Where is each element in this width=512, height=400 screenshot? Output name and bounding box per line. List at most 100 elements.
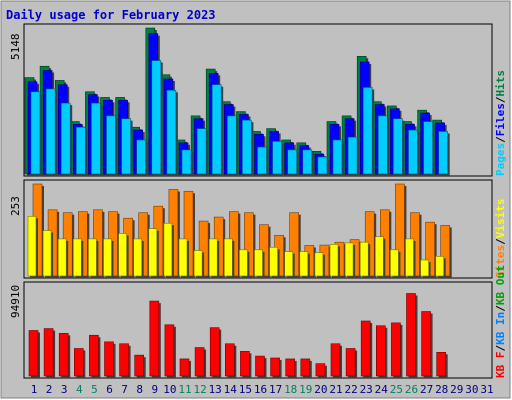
legend-entry-1-2: Visits	[494, 199, 507, 239]
bar-sites-visits-visits-day-25	[390, 249, 399, 277]
bar-kbytes-kbytes-day-7	[119, 343, 129, 377]
bar-hits-files-pages-pages-day-6	[106, 115, 116, 175]
bar-sites-visits-visits-day-5	[88, 238, 97, 277]
bar-hits-files-pages-pages-day-11	[181, 149, 192, 175]
x-tick-label-day-30: 30	[465, 383, 478, 396]
bar-kbytes-kbytes-day-10	[164, 324, 175, 377]
x-tick-label-day-21: 21	[329, 383, 342, 396]
bar-hits-files-pages-pages-day-10	[166, 90, 177, 175]
bar-sites-visits-visits-day-11	[178, 238, 188, 277]
x-tick-label-day-31: 31	[480, 383, 493, 396]
bar-sites-visits-visits-day-7	[118, 233, 127, 277]
bar-sites-visits-visits-day-15	[239, 249, 248, 277]
bar-sites-visits-visits-day-16	[254, 249, 263, 277]
x-tick-label-day-6: 6	[106, 383, 113, 396]
bar-sites-visits-visits-day-20	[314, 252, 324, 277]
bar-kbytes-kbytes-day-27	[421, 311, 431, 377]
bar-hits-files-pages-pages-day-13	[211, 84, 222, 175]
bar-hits-files-pages-pages-day-23	[362, 87, 373, 175]
bar-sites-visits-visits-day-1	[27, 216, 37, 277]
legend-entry-2-1: /	[494, 345, 507, 352]
bar-sites-visits-visits-day-26	[405, 238, 414, 277]
bar-kbytes-kbytes-day-26	[406, 293, 416, 377]
bar-hits-files-pages-pages-day-12	[196, 128, 207, 175]
bar-kbytes-kbytes-day-15	[240, 351, 250, 377]
x-tick-label-day-7: 7	[121, 383, 128, 396]
bar-sites-visits-visits-day-13	[208, 238, 218, 277]
bar-hits-files-pages-pages-day-21	[332, 139, 343, 175]
x-tick-label-day-19: 19	[299, 383, 312, 396]
x-tick-label-day-3: 3	[61, 383, 68, 396]
bar-hits-files-pages-pages-day-2	[45, 88, 56, 175]
bar-hits-files-pages-pages-day-4	[76, 126, 86, 175]
bar-hits-files-pages-pages-day-8	[136, 139, 146, 175]
x-tick-label-day-2: 2	[46, 383, 53, 396]
bar-hits-files-pages-pages-day-17	[272, 141, 282, 175]
x-tick-label-day-14: 14	[224, 383, 238, 396]
bar-sites-visits-visits-day-23	[359, 241, 369, 277]
legend-entry-2-3: /	[494, 305, 507, 312]
bar-kbytes-kbytes-day-11	[179, 358, 190, 377]
x-tick-label-day-22: 22	[344, 383, 357, 396]
bar-sites-visits-visits-day-6	[103, 238, 112, 277]
x-tick-label-day-24: 24	[375, 383, 389, 396]
bar-kbytes-kbytes-day-4	[74, 348, 84, 377]
x-tick-label-day-11: 11	[178, 383, 191, 396]
x-tick-label-day-16: 16	[254, 383, 267, 396]
bar-hits-files-pages-pages-day-28	[438, 131, 449, 175]
x-tick-label-day-8: 8	[136, 383, 143, 396]
bar-sites-visits-visits-day-24	[374, 236, 384, 277]
right-legend-2: KB F/KB In/KB Out	[494, 265, 507, 378]
bar-kbytes-kbytes-day-21	[330, 343, 341, 377]
y-max-label-hits-files-pages: 5148	[9, 34, 22, 61]
x-tick-label-day-9: 9	[151, 383, 158, 396]
bar-sites-visits-visits-day-27	[420, 259, 429, 277]
bar-kbytes-kbytes-day-5	[89, 334, 99, 377]
bar-kbytes-kbytes-day-2	[43, 328, 54, 377]
bar-sites-visits-visits-day-22	[344, 242, 354, 277]
y-max-label-sites-visits: 253	[9, 196, 22, 216]
x-tick-label-day-25: 25	[390, 383, 403, 396]
y-max-label-kbytes: 94910	[9, 285, 22, 318]
bar-hits-files-pages-pages-day-14	[227, 115, 237, 175]
x-tick-label-day-15: 15	[239, 383, 252, 396]
bar-sites-visits-visits-day-14	[224, 238, 233, 277]
bar-kbytes-kbytes-day-23	[360, 320, 371, 377]
bar-sites-visits-visits-day-4	[73, 238, 82, 277]
bar-hits-files-pages-pages-day-18	[287, 149, 298, 175]
bar-kbytes-kbytes-day-12	[194, 347, 205, 377]
legend-entry-0-1: /	[494, 136, 507, 143]
x-tick-label-day-1: 1	[31, 383, 38, 396]
bar-hits-files-pages-pages-day-5	[91, 102, 101, 175]
bar-sites-visits-visits-day-21	[329, 244, 339, 277]
legend-entry-0-2: Files	[494, 103, 507, 136]
bar-kbytes-kbytes-day-24	[375, 325, 386, 377]
legend-entry-0-4: Hits	[494, 70, 507, 97]
chart-title: Daily usage for February 2023	[6, 8, 216, 22]
x-tick-label-day-17: 17	[269, 383, 282, 396]
bar-kbytes-kbytes-day-19	[300, 358, 311, 377]
bar-kbytes-kbytes-day-28	[436, 351, 447, 377]
x-tick-label-day-13: 13	[209, 383, 222, 396]
legend-entry-1-0: Sites	[494, 245, 507, 278]
legend-entry-0-3: /	[494, 96, 507, 103]
bar-sites-visits-visits-day-9	[148, 228, 158, 277]
bar-hits-files-pages-pages-day-22	[347, 136, 358, 175]
bar-hits-files-pages-pages-day-19	[302, 149, 313, 175]
bar-kbytes-kbytes-day-3	[58, 333, 69, 377]
legend-entry-2-0: KB F	[494, 352, 507, 379]
bar-sites-visits-visits-day-3	[57, 238, 67, 277]
bar-kbytes-kbytes-day-14	[225, 343, 235, 377]
legend-entry-2-2: KB In	[494, 312, 507, 345]
bar-sites-visits-visits-day-12	[193, 250, 203, 277]
legend-entry-0-0: Pages	[494, 143, 507, 176]
legend-entry-1-1: /	[494, 238, 507, 245]
bar-hits-files-pages-pages-day-20	[317, 156, 328, 175]
bar-hits-files-pages-pages-day-7	[121, 118, 131, 175]
bar-kbytes-kbytes-day-18	[285, 358, 296, 377]
x-tick-label-day-28: 28	[435, 383, 448, 396]
bar-kbytes-kbytes-day-9	[149, 300, 160, 377]
x-tick-label-day-27: 27	[420, 383, 433, 396]
